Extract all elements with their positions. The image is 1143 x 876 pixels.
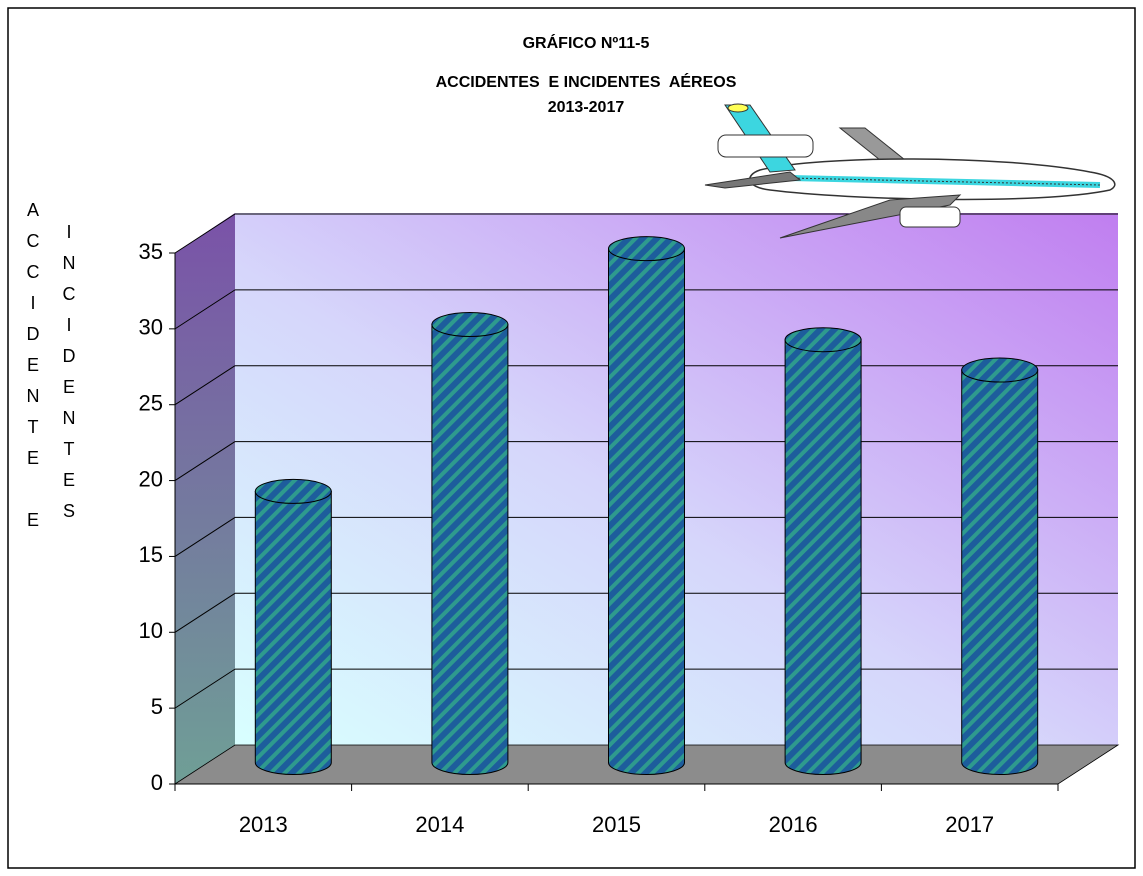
y-axis-label: INCIDENTES xyxy=(59,222,79,532)
grid-line xyxy=(174,592,236,633)
chart-subtitle: 2013-2017 xyxy=(548,99,625,116)
y-tick-label: 25 xyxy=(139,391,163,416)
y-tick-label: 15 xyxy=(139,542,163,567)
airplane-illustration xyxy=(704,103,1116,239)
x-tick-label: 2013 xyxy=(239,812,288,837)
x-tick-label: 2017 xyxy=(945,812,994,837)
grid-line xyxy=(174,441,236,481)
grid-line xyxy=(174,517,236,557)
bar xyxy=(608,236,685,775)
grid-line xyxy=(174,365,236,406)
x-tick-label: 2015 xyxy=(592,812,641,837)
chart-subtitle: ACCIDENTES E INCIDENTES AÉREOS xyxy=(436,72,737,91)
y-tick-label: 35 xyxy=(139,239,163,264)
y-tick-label: 20 xyxy=(139,466,163,491)
grid-line xyxy=(174,213,236,254)
chart-title: GRÁFICO Nº11-5 xyxy=(523,33,650,52)
grid-line xyxy=(174,289,236,330)
x-tick-label: 2016 xyxy=(769,812,818,837)
y-tick-label: 0 xyxy=(151,770,163,795)
y-tick-label: 30 xyxy=(139,315,163,340)
y-tick-label: 10 xyxy=(139,618,163,643)
grid-line xyxy=(174,668,236,709)
x-tick-label: 2014 xyxy=(415,812,464,837)
y-axis-label: ACCIDENTE E xyxy=(23,200,43,541)
bar xyxy=(254,478,332,775)
y-tick-label: 5 xyxy=(151,694,163,719)
side-wall xyxy=(175,213,235,784)
frame xyxy=(7,7,1136,869)
bar xyxy=(431,312,509,775)
bar xyxy=(961,357,1039,775)
bar xyxy=(784,327,862,775)
